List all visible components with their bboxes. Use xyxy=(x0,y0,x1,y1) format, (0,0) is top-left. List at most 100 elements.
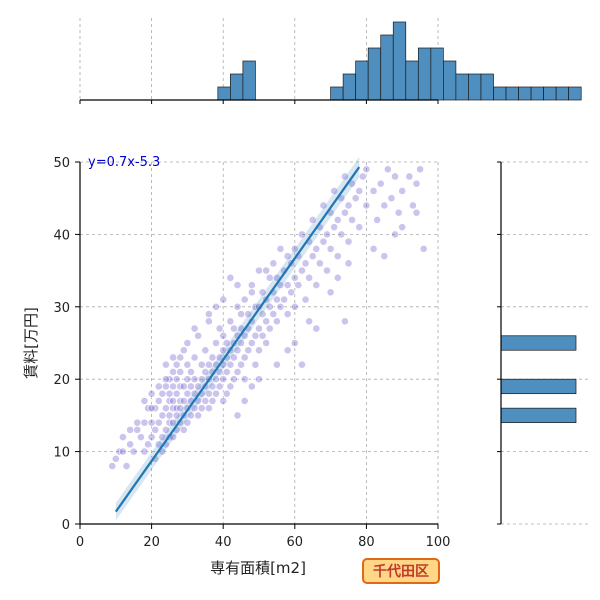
scatter-point xyxy=(158,411,167,420)
scatter-point xyxy=(283,346,292,355)
scatter-point xyxy=(230,353,238,362)
scatter-point xyxy=(269,259,278,268)
scatter-point xyxy=(341,317,349,326)
main-grid xyxy=(79,161,439,525)
y-marginal-histogram xyxy=(500,335,577,423)
scatter-point xyxy=(258,288,267,297)
scatter-point xyxy=(298,230,306,239)
x-axis-label: 専有面積[m2] xyxy=(210,559,306,577)
scatter-point xyxy=(144,440,152,449)
scatter-point xyxy=(283,281,292,289)
scatter-point xyxy=(272,360,281,369)
scatter-point xyxy=(290,302,299,311)
scatter-point xyxy=(233,281,242,289)
scatter-point xyxy=(169,368,177,376)
scatter-point xyxy=(194,411,203,420)
x-hist-bar xyxy=(417,47,432,101)
scatter-point xyxy=(190,324,199,333)
scatter-points xyxy=(108,165,428,470)
scatter-point xyxy=(315,259,324,268)
scatter-point xyxy=(280,295,288,304)
scatter-point xyxy=(237,339,245,347)
scatter-point xyxy=(298,360,306,369)
scatter-point xyxy=(351,194,360,203)
scatter-point xyxy=(362,165,371,174)
scatter-point xyxy=(383,165,392,174)
axes xyxy=(75,99,502,529)
scatter-point xyxy=(136,433,145,442)
scatter-point xyxy=(194,331,203,340)
scatter-point xyxy=(416,165,424,174)
scatter-point xyxy=(247,281,256,289)
scatter-point xyxy=(301,259,310,268)
scatter-point xyxy=(308,252,317,261)
scatter-point xyxy=(162,425,170,434)
scatter-point xyxy=(233,368,242,376)
scatter-point xyxy=(412,208,421,217)
scatter-point xyxy=(344,259,353,268)
x-hist-bar xyxy=(493,86,507,101)
scatter-point xyxy=(355,187,364,195)
scatter-point xyxy=(140,418,149,427)
regression-line-path xyxy=(114,166,361,513)
x-tick-label: 100 xyxy=(426,535,451,550)
scatter-point xyxy=(208,397,217,405)
scatter-point xyxy=(255,346,263,355)
scatter-point xyxy=(330,187,339,195)
scatter-point xyxy=(233,346,242,355)
scatter-point xyxy=(301,295,310,304)
y-tick-label: 10 xyxy=(53,446,70,461)
x-hist-bar xyxy=(355,60,369,101)
scatter-point xyxy=(290,339,299,347)
y-hist-bar xyxy=(500,335,577,351)
y-axis-label: 賃料[万円] xyxy=(22,307,40,379)
x-hist-bar xyxy=(330,86,344,101)
scatter-point xyxy=(190,375,199,384)
scatter-point xyxy=(201,397,210,405)
scatter-point xyxy=(140,397,149,405)
y-tick-label: 40 xyxy=(53,228,70,243)
scatter-point xyxy=(151,425,160,434)
scatter-point xyxy=(419,244,428,253)
scatter-point xyxy=(330,223,339,232)
scatter-point xyxy=(154,418,163,427)
scatter-point xyxy=(147,433,156,442)
scatter-point xyxy=(308,216,317,224)
scatter-point xyxy=(376,179,385,188)
scatter-point xyxy=(326,288,335,297)
x-hist-bar xyxy=(430,47,444,101)
scatter-point xyxy=(212,302,220,311)
regression-line xyxy=(114,156,361,521)
scatter-point xyxy=(226,273,235,282)
scatter-point xyxy=(204,310,213,318)
scatter-point xyxy=(162,382,170,391)
x-hist-bar xyxy=(468,73,482,101)
scatter-point xyxy=(369,244,378,253)
scatter-point xyxy=(391,172,399,181)
scatter-point xyxy=(147,418,156,427)
scatter-point xyxy=(226,382,235,391)
scatter-point xyxy=(172,360,181,369)
scatter-point xyxy=(380,201,389,210)
scatter-point xyxy=(183,339,192,347)
scatter-point xyxy=(240,375,249,384)
scatter-point xyxy=(276,244,285,253)
scatter-point xyxy=(133,418,142,427)
scatter-point xyxy=(326,244,335,253)
scatter-point xyxy=(398,223,407,232)
x-hist-bar xyxy=(367,47,382,101)
scatter-point xyxy=(162,404,170,413)
scatter-point xyxy=(108,462,117,470)
scatter-point xyxy=(287,288,296,297)
scatter-point xyxy=(337,230,346,239)
x-hist-bar xyxy=(568,86,582,101)
x-tick-label: 80 xyxy=(358,535,375,550)
scatter-point xyxy=(215,324,224,333)
scatter-point xyxy=(387,194,396,203)
scatter-point xyxy=(244,346,253,355)
scatter-point xyxy=(333,216,342,224)
scatter-point xyxy=(226,360,235,369)
x-hist-bar xyxy=(455,73,469,101)
y-hist-bar xyxy=(500,407,577,423)
